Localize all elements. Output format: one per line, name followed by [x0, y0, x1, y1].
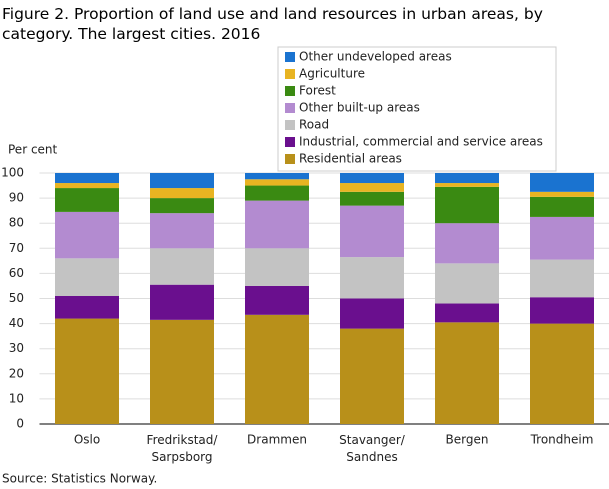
bar-segment	[435, 303, 499, 323]
bar-segment	[530, 173, 594, 192]
source: Source: Statistics Norway.	[2, 472, 157, 486]
bar-segment	[150, 284, 214, 320]
bar-segment	[435, 173, 499, 184]
legend-swatch	[285, 137, 295, 147]
bar-segment	[340, 173, 404, 184]
legend-label: Forest	[299, 84, 336, 98]
y-tick-label: 10	[9, 391, 24, 405]
bar-segment	[245, 185, 309, 201]
x-tick-label: Oslo	[74, 433, 100, 447]
bar-segment	[435, 183, 499, 187]
bar-segment	[530, 297, 594, 324]
bar-segment	[435, 322, 499, 424]
bar-segment	[530, 196, 594, 217]
y-axis-label: Per cent	[8, 143, 58, 157]
legend-label: Industrial, commercial and service areas	[299, 135, 543, 149]
y-tick-label: 40	[9, 316, 24, 330]
chart-title: Figure 2. Proportion of land use and lan…	[2, 5, 543, 43]
bar-segment	[245, 179, 309, 186]
legend-label: Other built-up areas	[299, 101, 420, 115]
bar-segment	[55, 173, 119, 184]
bar-segment	[150, 198, 214, 214]
y-tick-label: 100	[1, 166, 24, 180]
x-tick-label: Drammen	[247, 433, 307, 447]
legend-box	[277, 46, 557, 172]
bar-segment	[150, 319, 214, 424]
legend-swatch	[285, 69, 295, 79]
bar-segment	[340, 257, 404, 299]
bar-segment	[340, 183, 404, 192]
bar-segment	[245, 314, 309, 424]
bar-segment	[150, 173, 214, 189]
legend-swatch	[285, 52, 295, 62]
x-tick-label: Trondheim	[530, 433, 594, 447]
bar-segment	[340, 191, 404, 206]
y-tick-label: 90	[9, 191, 24, 205]
bar-segment	[55, 188, 119, 212]
bar-segment	[340, 205, 404, 258]
bar-segment	[150, 188, 214, 199]
legend-label: Residential areas	[299, 152, 402, 166]
bar-segment	[55, 258, 119, 296]
legend-label: Agriculture	[299, 67, 365, 81]
x-tick-label: Bergen	[446, 433, 489, 447]
legend-swatch	[285, 86, 295, 96]
x-tick-label: Stavanger/Sandnes	[339, 433, 406, 464]
y-tick-label: 50	[9, 291, 24, 305]
bar-segment	[340, 298, 404, 329]
bar-segment	[55, 211, 119, 259]
bar-segment	[55, 318, 119, 424]
x-tick-label: Fredrikstad/Sarpsborg	[147, 433, 219, 464]
y-tick-label: 20	[9, 366, 24, 380]
legend-swatch	[285, 120, 295, 130]
bar-segment	[245, 285, 309, 315]
y-tick-label: 80	[9, 216, 24, 230]
bar-segment	[435, 186, 499, 224]
bar-segment	[340, 328, 404, 424]
bar-segment	[55, 183, 119, 189]
legend-label: Other undeveloped areas	[299, 50, 452, 64]
legend-swatch	[285, 103, 295, 113]
legend-swatch	[285, 154, 295, 164]
legend-label: Road	[299, 118, 329, 132]
bar-segment	[245, 200, 309, 249]
bar-segment	[530, 191, 594, 197]
bar-segment	[150, 248, 214, 285]
bar-segment	[55, 295, 119, 319]
bar-segment	[530, 216, 594, 260]
bar-segment	[530, 259, 594, 298]
bar-segment	[530, 323, 594, 424]
bar-segment	[245, 173, 309, 180]
y-tick-label: 70	[9, 241, 24, 255]
bar-segment	[150, 213, 214, 249]
y-tick-label: 30	[9, 341, 24, 355]
bar-segment	[245, 248, 309, 286]
y-tick-label: 0	[16, 417, 24, 431]
bar-segment	[435, 223, 499, 264]
bar-segment	[435, 263, 499, 304]
y-tick-label: 60	[9, 266, 24, 280]
